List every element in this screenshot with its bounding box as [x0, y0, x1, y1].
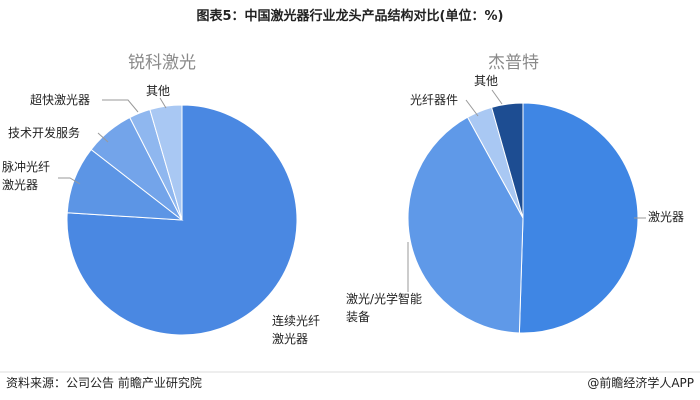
chart-title: 锐科激光: [128, 53, 196, 73]
slice-label: 激光/光学智能 装备: [346, 292, 423, 324]
slice-label: 脉冲光纤 激光器: [2, 160, 51, 192]
pie-slice: [149, 104, 183, 221]
source: 资料来源：公司公告 前瞻产业研究院: [6, 376, 202, 390]
slice-label: 光纤器件: [410, 93, 459, 107]
slice-label: 连续光纤 激光器: [272, 314, 321, 346]
slice-label: 激光器: [648, 210, 685, 224]
leader-line: [491, 89, 503, 105]
slice-label: 技术开发服务: [8, 126, 81, 140]
pie-slice: [490, 102, 524, 219]
slice-label: 其他: [146, 84, 171, 98]
pie-slice: [66, 104, 298, 336]
leader-line: [58, 177, 81, 185]
pie-slice: [518, 102, 639, 334]
leader-line: [159, 97, 167, 109]
leader-line: [465, 99, 479, 117]
page-title: 图表5：中国激光器行业龙头产品结构对比(单位：%): [196, 9, 504, 24]
pie-slice: [407, 116, 524, 334]
slice-label: 其他: [474, 74, 499, 88]
leader-line: [97, 132, 109, 143]
chart-title: 杰普特: [488, 53, 539, 73]
credit: @前瞻经济学人APP: [587, 376, 694, 390]
leader-line: [102, 99, 139, 113]
slice-label: 超快激光器: [30, 93, 91, 107]
